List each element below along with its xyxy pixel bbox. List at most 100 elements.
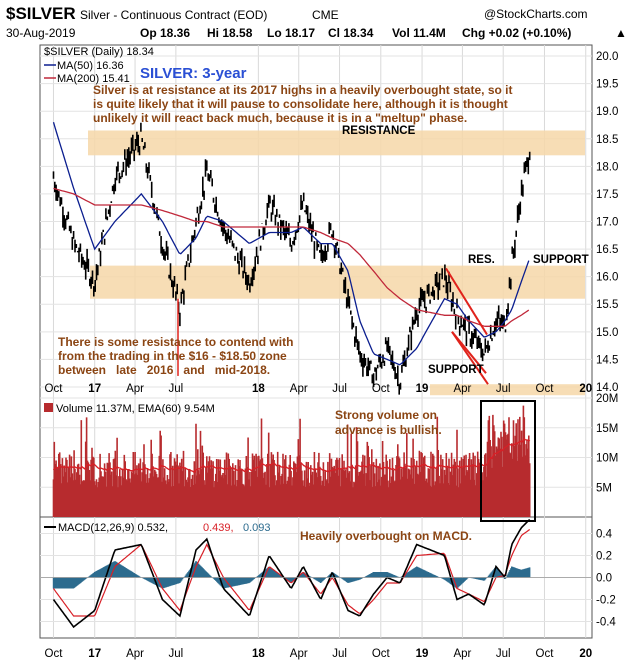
macd-signal-line [53, 529, 531, 617]
ma50-line [52, 122, 530, 366]
annotations: SILVER: 3-year Silver is at resistance a… [58, 65, 589, 543]
volume-tick-label: 20M [596, 393, 618, 405]
header: $SILVER Silver - Continuous Contract (EO… [6, 4, 627, 40]
macd-comment: Heavily overbought on MACD. [300, 529, 472, 543]
volume-tick-label: 10M [596, 453, 618, 465]
x-tick-label: Apr [453, 383, 471, 395]
change: Chg +0.02 (+0.10%) [462, 26, 571, 40]
high: Hi 18.58 [207, 26, 253, 40]
annotation-line-1: Silver is at resistance at its 2017 high… [93, 83, 513, 97]
volume-swatch [44, 403, 53, 412]
x-tick-label-bottom: Apr [126, 648, 144, 660]
legend-price: $SILVER (Daily) 18.34 [44, 46, 154, 58]
close: Cl 18.34 [328, 26, 374, 40]
macd-tick-label: 0.0 [596, 573, 612, 585]
zone-band [88, 130, 585, 156]
exchange: CME [312, 8, 339, 22]
y-tick-label: 20.0 [596, 51, 618, 63]
y-tick-label: 19.5 [596, 79, 618, 91]
date: 30-Aug-2019 [6, 26, 76, 40]
ma200-line [53, 187, 530, 327]
price-legend: $SILVER (Daily) 18.34 MA(50) 16.36 MA(20… [44, 46, 154, 85]
y-tick-label: 19.0 [596, 106, 618, 118]
x-tick-label-bottom: Oct [372, 648, 391, 660]
y-tick-label: 15.5 [596, 299, 618, 311]
change-arrow-icon: ▲ [615, 26, 627, 40]
zone-comment-2: from the trading in the $16 - $18.50 zon… [58, 349, 287, 363]
x-tick-label: Oct [372, 383, 391, 395]
volume-tick-label: 5M [596, 482, 612, 494]
x-tick-label: Oct [536, 383, 555, 395]
zone-comment-1: There is some resistance to contend with [58, 335, 293, 349]
x-tick-label: 18 [252, 383, 265, 395]
x-tick-label: Jul [496, 383, 511, 395]
volume-ema-line [52, 437, 531, 473]
x-tick-label-bottom: 18 [252, 648, 265, 660]
description: Silver - Continuous Contract (EOD) [80, 8, 267, 22]
y-tick-label: 14.5 [596, 354, 618, 366]
open: Op 18.36 [140, 26, 190, 40]
macd-tick-label: 0.2 [596, 551, 612, 563]
x-tick-label: Jul [169, 383, 184, 395]
x-tick-label-bottom: Jul [496, 648, 511, 660]
x-tick-label: Apr [290, 383, 308, 395]
zone-comment-3: between late 2016 and mid-2018. [58, 363, 270, 377]
x-tick-label-bottom: Oct [45, 648, 64, 660]
price-bars [52, 122, 531, 395]
y-tick-label: 17.0 [596, 217, 618, 229]
x-tick-label-bottom: Jul [332, 648, 347, 660]
macd-tick-label: 0.4 [596, 529, 613, 541]
legend-ma200: MA(200) 15.41 [57, 73, 130, 85]
macd-tick-label: -0.4 [596, 617, 616, 629]
x-tick-label: Jul [332, 383, 347, 395]
volume-highlight-box [480, 400, 536, 522]
low: Lo 18.17 [267, 26, 315, 40]
x-tick-label: Apr [126, 383, 144, 395]
x-tick-label-bottom: 20 [579, 648, 592, 660]
legend-macd-signal: 0.439, [203, 522, 234, 534]
y-tick-label: 15.0 [596, 327, 618, 339]
volume-series [52, 400, 536, 522]
brand: @StockCharts.com [484, 7, 588, 21]
symbol: $SILVER [6, 4, 76, 23]
x-tick-label-bottom: Oct [536, 648, 555, 660]
volume: Vol 11.4M [392, 26, 446, 40]
support-label: SUPPORT [533, 254, 589, 266]
y-tick-label: 17.5 [596, 189, 618, 201]
volume-comment-2: advance is bullish. [335, 423, 442, 437]
y-tick-label: 18.0 [596, 161, 618, 173]
wedge-line [451, 331, 487, 374]
legend-macd: MACD(12,26,9) 0.532, [58, 522, 168, 534]
annotation-line-2: is quite likely that it will pause to co… [93, 97, 508, 111]
support-label-2: SUPPORT [428, 364, 484, 376]
legend-macd-hist: 0.093 [243, 522, 271, 534]
volume-legend: Volume 11.37M, EMA(60) 9.54M [44, 403, 215, 415]
volume-tick-label: 15M [596, 423, 618, 435]
macd-tick-label: -0.2 [596, 595, 616, 607]
res-label: RES. [468, 254, 495, 266]
macd-histogram [52, 561, 531, 589]
legend-volume: Volume 11.37M, EMA(60) 9.54M [56, 403, 215, 415]
volume-bars [52, 405, 531, 517]
macd-legend: MACD(12,26,9) 0.532, 0.439, 0.093 [44, 522, 271, 534]
x-tick-label: 17 [88, 383, 101, 395]
legend-ma50: MA(50) 16.36 [57, 60, 124, 72]
x-tick-label-bottom: 17 [88, 648, 101, 660]
resistance-trendline [445, 267, 488, 336]
macd-line [52, 518, 531, 629]
resistance-label: RESISTANCE [342, 125, 416, 137]
price-series [52, 122, 531, 395]
y-tick-label: 14.0 [596, 382, 618, 394]
volume-comment-1: Strong volume on [335, 408, 437, 422]
x-tick-label-bottom: Jul [169, 648, 184, 660]
macd-series [40, 518, 592, 629]
x-tick-label-bottom: Apr [290, 648, 308, 660]
x-tick-label: 19 [416, 383, 429, 395]
x-tick-label-bottom: 19 [416, 648, 429, 660]
axis-labels: Oct Oct 17 17 Apr Apr Jul Jul 18 18 Apr Apr Jul Jul Oc… [45, 51, 619, 660]
annotation-title: SILVER: 3-year [140, 65, 247, 82]
x-tick-label-bottom: Apr [453, 648, 471, 660]
x-tick-label: 20 [579, 383, 592, 395]
y-tick-label: 16.0 [596, 272, 618, 284]
